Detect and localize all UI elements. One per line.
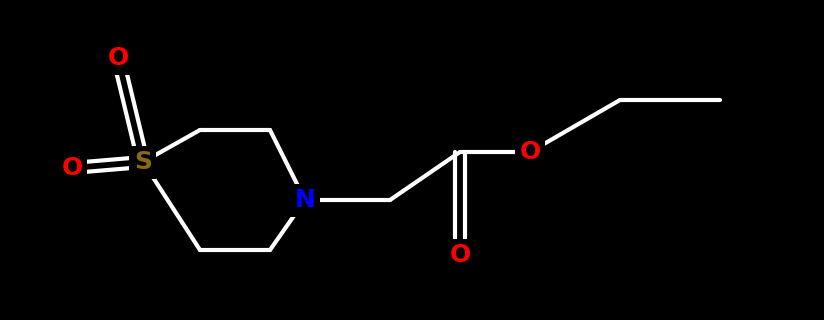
- Text: S: S: [134, 150, 152, 174]
- Text: O: O: [61, 156, 82, 180]
- Text: N: N: [294, 188, 316, 212]
- Text: O: O: [519, 140, 541, 164]
- Text: O: O: [449, 243, 471, 267]
- Text: O: O: [107, 46, 129, 70]
